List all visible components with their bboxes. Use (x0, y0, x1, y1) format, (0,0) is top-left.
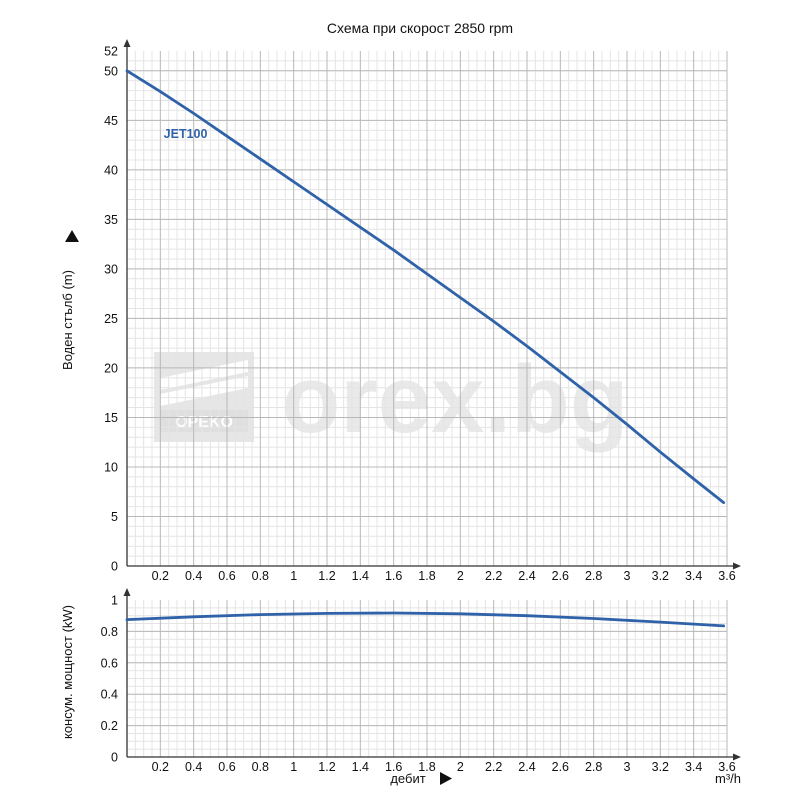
chart-1-x-tick-label: 1.6 (385, 760, 402, 774)
chart-1-x-tick-label: 1.8 (418, 760, 435, 774)
chart-1-x-tick-label: 0.2 (152, 760, 169, 774)
chart-1-y-axis-arrow-icon (123, 588, 131, 596)
head-axis-title: Воден стълб (m) (60, 270, 75, 370)
chart-0-x-tick-label: 3.2 (652, 569, 669, 583)
chart-0-x-tick-label: 1.2 (318, 569, 335, 583)
chart-0-y-tick-label: 25 (104, 312, 118, 326)
chart-0-x-tick-label: 2.4 (518, 569, 535, 583)
chart-1-x-tick-label: 1.4 (352, 760, 369, 774)
chart-0-x-tick-label: 3.6 (718, 569, 735, 583)
watermark-site-text: orex.bg (282, 346, 629, 453)
chart-0-y-tick-label: 45 (104, 114, 118, 128)
power-chart: 0.2 0.4 0.6 0.8 1 1.2 1.4 1.6 1.8 2 2.2 2.4 2.6 2.8 3 3… (101, 588, 741, 774)
chart-1-x-axis-arrow-icon (733, 753, 741, 761)
chart-1-series-line (125, 611, 726, 628)
chart-0-x-tick-label: 2.2 (485, 569, 502, 583)
chart-1-y-tick-label: 0.8 (101, 625, 118, 639)
chart-0-x-tick-label: 1.4 (352, 569, 369, 583)
head-chart: 0.2 0.4 0.6 0.8 1 1.2 1.4 1.6 1.8 2 2.2 2.4 2.6 2.8 3 3… (104, 39, 741, 583)
chart-1-x-tick-label: 2.4 (518, 760, 535, 774)
chart-0-x-tick-label: 2.6 (552, 569, 569, 583)
chart-title: Схема при скорост 2850 rpm (327, 20, 513, 36)
flow-axis-title: дебит (390, 771, 425, 786)
chart-0-x-tick-label: 1.6 (385, 569, 402, 583)
chart-1-x-tick-label: 2.6 (552, 760, 569, 774)
chart-0-series-label: JET100 (164, 127, 208, 141)
chart-0-x-tick-label: 0.4 (185, 569, 202, 583)
chart-1-y-tick-label: 0.2 (101, 719, 118, 733)
chart-1-x-tick-label: 1.2 (318, 760, 335, 774)
chart-0-series-line (125, 69, 726, 505)
chart-0-y-tick-label: 20 (104, 361, 118, 375)
chart-0-x-tick-label: 2.8 (585, 569, 602, 583)
chart-0-x-tick-label: 1 (290, 569, 297, 583)
chart-0-x-tick-label: 3.4 (685, 569, 702, 583)
chart-0-y-tick-label: 40 (104, 163, 118, 177)
chart-0-x-axis-arrow-icon (733, 562, 741, 570)
power-axis-title: консум. мощност (kW) (60, 605, 75, 739)
flow-axis-unit: m³/h (715, 771, 741, 786)
watermark-logo-text: OPEKO (175, 414, 233, 431)
chart-0-y-tick-label: 15 (104, 411, 118, 425)
chart-0-y-tick-label: 10 (104, 460, 118, 474)
chart-1-y-tick-label: 0.6 (101, 656, 118, 670)
chart-0-y-tick-label: 50 (104, 64, 118, 78)
chart-0-x-tick-label: 1.8 (418, 569, 435, 583)
chart-1-x-tick-label: 1 (290, 760, 297, 774)
chart-1-x-tick-label: 0.6 (218, 760, 235, 774)
chart-1-y-tick-label: 1 (111, 594, 118, 608)
chart-1-y-tick-label: 0 (111, 751, 118, 765)
chart-1-x-tick-label: 0.4 (185, 760, 202, 774)
chart-1-y-tick-label: 0.4 (101, 688, 118, 702)
chart-0-x-tick-label: 0.8 (252, 569, 269, 583)
head-axis-title-group: Воден стълб (m) (60, 270, 75, 370)
chart-0-x-tick-label: 0.6 (218, 569, 235, 583)
chart-1-x-tick-label: 3.2 (652, 760, 669, 774)
chart-1-x-tick-label: 2.8 (585, 760, 602, 774)
watermark: OPEKO orex.bg (154, 346, 628, 453)
chart-0-x-tick-label: 0.2 (152, 569, 169, 583)
chart-1-x-tick-label: 2.2 (485, 760, 502, 774)
chart-0-y-axis-arrow-icon (123, 39, 131, 47)
chart-0-y-tick-label: 0 (111, 560, 118, 574)
chart-0-y-tick-label: 52 (104, 45, 118, 59)
chart-0-y-tick-label: 35 (104, 213, 118, 227)
chart-1-x-tick-label: 2 (457, 760, 464, 774)
chart-0-x-tick-label: 3 (624, 569, 631, 583)
chart-1-x-tick-label: 3.4 (685, 760, 702, 774)
chart-0-x-tick-label: 2 (457, 569, 464, 583)
flow-axis-arrow-icon (440, 772, 452, 785)
power-axis-title-group: консум. мощност (kW) (60, 605, 75, 739)
chart-1-x-tick-label: 3.6 (718, 760, 735, 774)
chart-1-x-tick-label: 3 (624, 760, 631, 774)
head-axis-arrow-icon (65, 230, 79, 242)
chart-1-x-tick-label: 0.8 (252, 760, 269, 774)
chart-0-y-tick-label: 5 (111, 510, 118, 524)
chart-0-y-tick-label: 30 (104, 262, 118, 276)
